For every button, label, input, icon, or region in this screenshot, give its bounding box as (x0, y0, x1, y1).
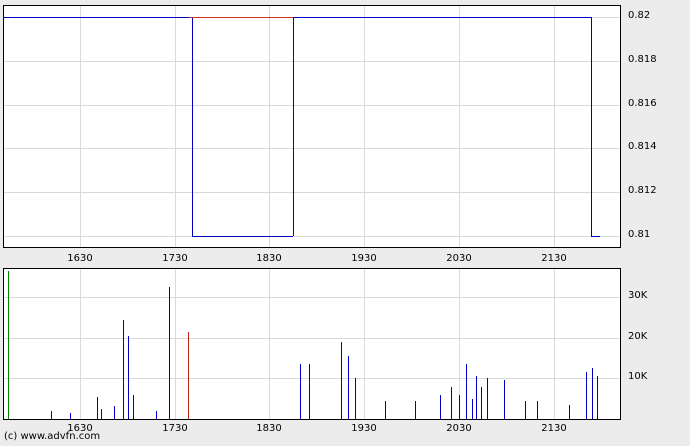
price-gridline-v (554, 6, 555, 247)
volume-bar (504, 380, 505, 419)
volume-bar (123, 320, 124, 419)
price-y-tick-label: 0.82 (628, 10, 651, 21)
volume-x-tick-label: 1630 (67, 423, 93, 434)
price-line-segment (591, 17, 592, 236)
price-gridline-v (175, 6, 176, 247)
volume-bar (537, 401, 538, 419)
volume-gridline-v (459, 269, 460, 419)
volume-bar (355, 378, 356, 419)
volume-x-axis: 1630 1730 1830 1930 2030 2130 (3, 422, 621, 436)
volume-x-tick-label: 1830 (256, 423, 282, 434)
volume-gridline-h (4, 297, 620, 298)
volume-bar (97, 397, 98, 419)
volume-bar (300, 364, 301, 419)
volume-bar (476, 376, 477, 419)
price-gridline-v (80, 6, 81, 247)
volume-bar (188, 332, 189, 419)
volume-plot-area (3, 268, 621, 420)
price-gridline-v (459, 6, 460, 247)
volume-bar (415, 401, 416, 419)
volume-x-tick-label: 2130 (541, 423, 567, 434)
volume-x-tick-label: 1930 (351, 423, 377, 434)
volume-bar (569, 405, 570, 419)
price-line-segment (591, 236, 600, 237)
volume-bar (348, 356, 349, 419)
volume-x-tick-label: 2030 (446, 423, 472, 434)
price-y-tick-label: 0.816 (628, 98, 657, 109)
volume-bar (309, 364, 310, 419)
price-y-tick-label: 0.814 (628, 141, 657, 152)
volume-bar (128, 336, 129, 419)
volume-gridline-v (554, 269, 555, 419)
price-gridline-h (4, 236, 620, 237)
price-gridline-h (4, 61, 620, 62)
volume-y-tick-label: 30K (628, 290, 648, 301)
price-x-tick-label: 1830 (256, 253, 282, 264)
copyright-text: (c) www.advfn.com (4, 431, 101, 442)
volume-bar (114, 406, 115, 419)
volume-gridline-v (364, 269, 365, 419)
volume-bar (101, 409, 102, 419)
volume-bar (169, 287, 170, 419)
price-y-tick-label: 0.812 (628, 185, 657, 196)
volume-bar (472, 399, 473, 419)
volume-bar (156, 411, 157, 419)
price-gridline-h (4, 148, 620, 149)
price-line-segment (192, 236, 293, 237)
volume-bar (466, 364, 467, 419)
price-x-axis: 1630 1730 1830 1930 2030 2130 (3, 252, 621, 266)
volume-bar (487, 378, 488, 419)
volume-gridline-h (4, 378, 620, 379)
price-x-tick-label: 1630 (67, 253, 93, 264)
volume-bar (597, 376, 598, 419)
volume-bar (481, 387, 482, 419)
price-y-axis: 0.81 0.812 0.814 0.816 0.818 0.82 (625, 0, 687, 250)
price-x-tick-label: 1730 (162, 253, 188, 264)
volume-bar (385, 401, 386, 419)
price-gridline-h (4, 105, 620, 106)
price-panel: 0.81 0.812 0.814 0.816 0.818 0.82 1630 1730 183… (3, 0, 687, 266)
price-line-segment (4, 17, 192, 18)
price-line-segment (189, 17, 293, 18)
volume-gridline-v (269, 269, 270, 419)
price-x-tick-label: 2130 (541, 253, 567, 264)
volume-gridline-h (4, 338, 620, 339)
volume-gridline-v (175, 269, 176, 419)
volume-bar (592, 368, 593, 419)
volume-y-axis: 10K 20K 30K (625, 268, 687, 420)
volume-bar (70, 413, 71, 419)
price-line-segment (293, 17, 294, 236)
volume-x-tick-label: 1730 (162, 423, 188, 434)
price-line-segment (293, 17, 591, 18)
volume-bar (586, 372, 587, 419)
price-gridline-v (364, 6, 365, 247)
volume-bar (451, 387, 452, 419)
price-line-segment (192, 17, 193, 236)
volume-bar (525, 401, 526, 419)
price-x-tick-label: 1930 (351, 253, 377, 264)
price-y-tick-label: 0.818 (628, 54, 657, 65)
volume-bar (440, 395, 441, 419)
price-y-tick-label: 0.81 (628, 229, 651, 240)
price-gridline-h (4, 192, 620, 193)
volume-bar (51, 411, 52, 419)
volume-bar (459, 395, 460, 419)
price-gridline-v (269, 6, 270, 247)
volume-y-tick-label: 10K (628, 371, 648, 382)
volume-bar (133, 395, 134, 419)
volume-bar (8, 271, 9, 419)
price-x-tick-label: 2030 (446, 253, 472, 264)
price-plot-area (3, 5, 621, 248)
volume-bar (341, 342, 342, 419)
volume-panel: 10K 20K 30K 1630 1730 1830 1930 2030 2130 (0, 268, 690, 446)
volume-gridline-v (80, 269, 81, 419)
volume-y-tick-label: 20K (628, 331, 648, 342)
